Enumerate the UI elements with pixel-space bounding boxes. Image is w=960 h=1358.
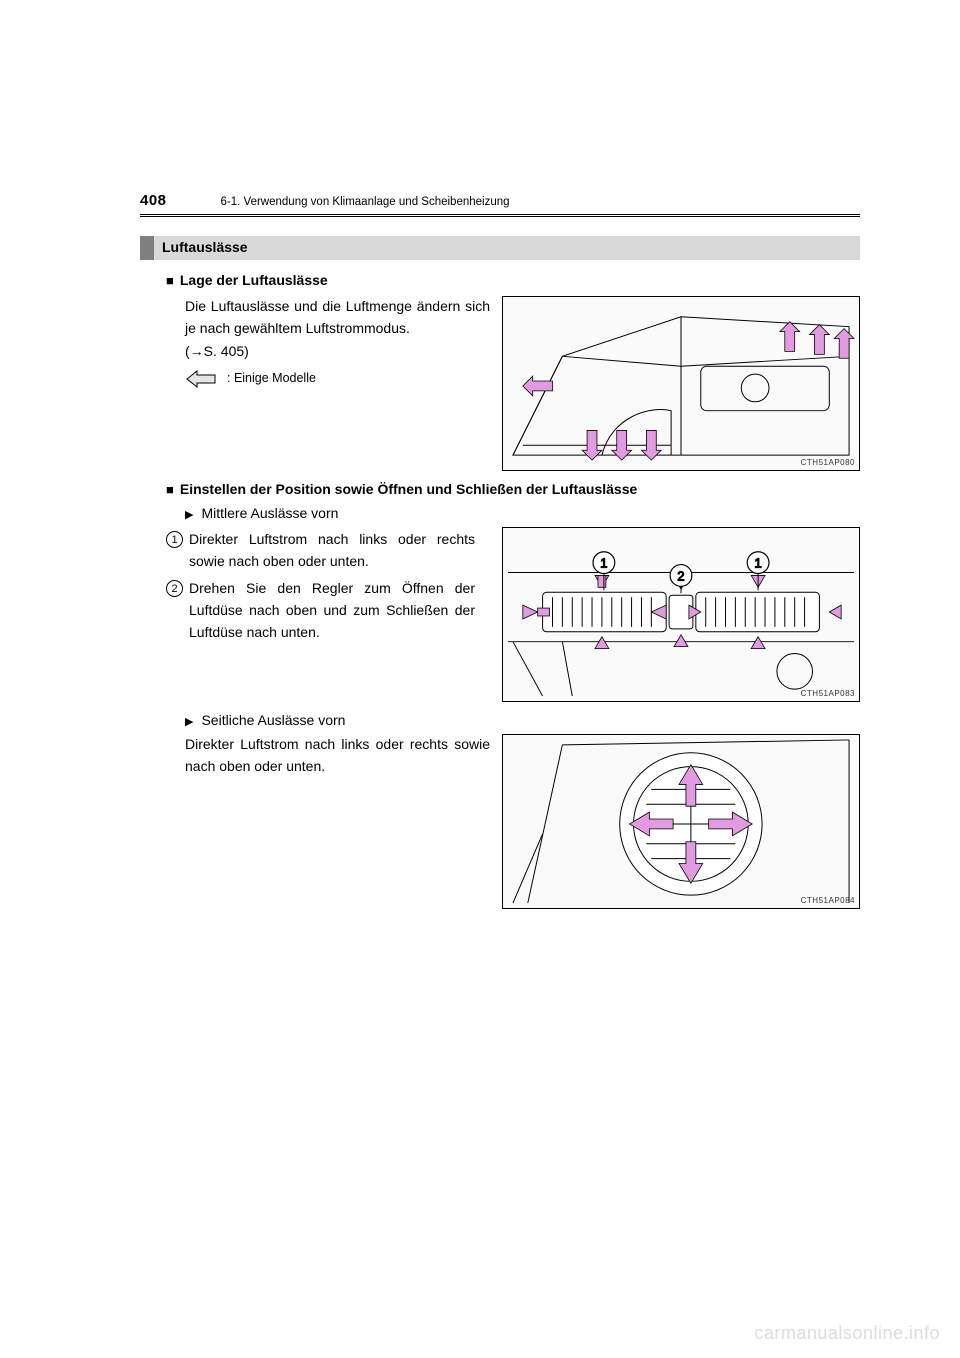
square-bullet-icon: ■ <box>166 482 174 497</box>
sub2-image2-col: CTH51AP084 <box>490 734 860 909</box>
sub1-ref: (→S. 405) <box>185 341 490 363</box>
subsection-1-heading: ■ Lage der Luftauslässe <box>166 272 860 288</box>
svg-text:1: 1 <box>600 556 607 571</box>
subsection-1-title: Lage der Luftauslässe <box>180 272 328 288</box>
figure-side-vent: CTH51AP084 <box>502 734 860 909</box>
header-rule <box>140 214 860 217</box>
note-arrow-icon <box>185 369 219 389</box>
chapter-title: 6-1. Verwendung von Klimaanlage und Sche… <box>221 196 510 208</box>
subsection-1-row: Die Luftauslässe und die Luft­menge ände… <box>185 296 860 471</box>
sub2-bullet-2: ▶ Seitliche Auslässe vorn <box>185 712 860 728</box>
svg-text:1: 1 <box>755 556 762 571</box>
step-2: 2 Drehen Sie den Regler zum Öff­nen der … <box>166 578 490 643</box>
watermark: carmanualsonline.info <box>754 1323 940 1344</box>
sub2-bullet-2-text: Seitliche Auslässe vorn <box>201 712 345 728</box>
subsection-2-title: Einstellen der Position sowie Öffnen und… <box>180 481 637 497</box>
section-accent <box>140 236 154 260</box>
step-1-text: Direkter Luftstrom nach links oder recht… <box>189 529 475 572</box>
sub1-body: Die Luftauslässe und die Luft­menge ände… <box>185 296 490 339</box>
figure-2-id: CTH51AP083 <box>801 689 855 698</box>
triangle-bullet-icon: ▶ <box>185 715 193 728</box>
step-2-text: Drehen Sie den Regler zum Öff­nen der Lu… <box>189 578 475 643</box>
page-number: 408 <box>140 192 167 209</box>
triangle-bullet-icon: ▶ <box>185 508 193 521</box>
sub2-image1-col: 1 1 2 CTH51AP083 <box>490 527 860 702</box>
sub2-steps-col: 1 Direkter Luftstrom nach links oder rec… <box>140 527 490 702</box>
sub2-row-2: Direkter Luftstrom nach links oder recht… <box>185 734 860 909</box>
square-bullet-icon: ■ <box>166 273 174 288</box>
sub2-body2: Direkter Luftstrom nach links oder recht… <box>185 734 490 909</box>
figure-1-id: CTH51AP080 <box>801 458 855 467</box>
section-title: Luftauslässe <box>154 236 860 260</box>
sub2-steps-row: 1 Direkter Luftstrom nach links oder rec… <box>140 527 860 702</box>
sub1-note-text: : Einige Modelle <box>227 369 316 388</box>
page: 408 6-1. Verwendung von Klimaanlage und … <box>0 0 960 1358</box>
content-area: Luftauslässe ■ Lage der Luftauslässe Die… <box>140 236 860 913</box>
step-2-badge: 2 <box>166 580 183 597</box>
section-bar: Luftauslässe <box>140 236 860 260</box>
svg-text:2: 2 <box>677 568 684 583</box>
step-1: 1 Direkter Luftstrom nach links oder rec… <box>166 529 490 572</box>
page-header: 408 6-1. Verwendung von Klimaanlage und … <box>140 192 860 209</box>
figure-interior-vents: CTH51AP080 <box>502 296 860 471</box>
figure-center-vents: 1 1 2 CTH51AP083 <box>502 527 860 702</box>
sub2-bullet-1: ▶ Mittlere Auslässe vorn <box>185 505 860 521</box>
subsection-1-text: Die Luftauslässe und die Luft­menge ände… <box>185 296 490 471</box>
sub1-image-col: CTH51AP080 <box>490 296 860 471</box>
sub2-bullet-1-text: Mittlere Auslässe vorn <box>201 505 338 521</box>
step-1-badge: 1 <box>166 531 183 548</box>
figure-3-id: CTH51AP084 <box>801 896 855 905</box>
subsection-2-heading: ■ Einstellen der Position sowie Öffnen u… <box>166 481 860 497</box>
sub1-note-row: : Einige Modelle <box>185 369 490 389</box>
